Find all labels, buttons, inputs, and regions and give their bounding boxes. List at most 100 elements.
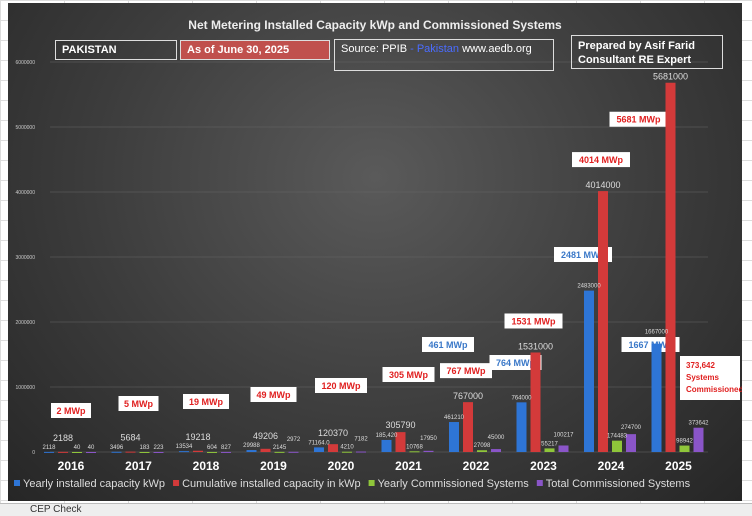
data-label: 305790 xyxy=(385,420,415,430)
annotation-yearly: 1667 MWp xyxy=(628,340,673,350)
bar-1 xyxy=(395,432,406,452)
data-label: 1667000 xyxy=(645,330,669,336)
bar-3 xyxy=(221,451,231,453)
bar-2 xyxy=(612,440,622,452)
legend-swatch xyxy=(173,480,180,486)
annotation-cumulative: 49 MWp xyxy=(256,390,291,400)
data-label: 5681000 xyxy=(653,72,688,82)
data-label: 373642 xyxy=(688,421,709,427)
x-tick-label: 2017 xyxy=(125,459,152,473)
annotation-box xyxy=(489,355,542,370)
annotation-cumulative: 4014 MWp xyxy=(579,155,624,165)
bar-2 xyxy=(342,451,352,453)
bar-2 xyxy=(207,451,217,453)
legend-label: Yearly installed capacity kWp xyxy=(23,478,165,490)
bar-1 xyxy=(665,82,676,453)
annotation-box xyxy=(250,387,297,402)
annotation-box xyxy=(422,337,474,352)
bar-3 xyxy=(626,434,636,452)
bar-1 xyxy=(58,451,68,453)
y-tick-label: 4000000 xyxy=(16,190,36,196)
chart-svg: Net Metering Installed Capacity kWp and … xyxy=(14,18,742,490)
bar-3 xyxy=(693,427,704,452)
bar-3 xyxy=(423,450,434,452)
data-label: 49206 xyxy=(253,431,278,441)
annotation-box xyxy=(572,152,630,168)
bar-1 xyxy=(260,448,271,452)
x-tick-label: 2018 xyxy=(193,459,220,473)
source-url: www.aedb.org xyxy=(459,43,532,55)
data-label: 185,420 xyxy=(376,433,398,439)
data-label: 183 xyxy=(139,445,150,451)
data-label: 3496 xyxy=(110,445,124,451)
legend-swatch xyxy=(536,480,543,486)
data-label: 1531000 xyxy=(518,341,553,351)
bar-2 xyxy=(274,451,285,453)
systems-annotation: Systems xyxy=(686,373,719,382)
data-label: 120370 xyxy=(318,428,348,438)
data-label: 55217 xyxy=(541,441,558,447)
annotation-yearly: 461 MWp xyxy=(428,340,468,350)
data-label: 71164.0 xyxy=(308,440,330,446)
annotation-box xyxy=(504,313,563,329)
bar-0 xyxy=(381,439,392,452)
sheet-tab[interactable]: CEP Check xyxy=(30,504,82,515)
data-label: 767000 xyxy=(453,391,483,401)
data-label: 27098 xyxy=(474,443,491,449)
data-label: 10768 xyxy=(406,444,423,450)
annotation-cumulative: 5 MWp xyxy=(124,399,153,409)
chart-area[interactable]: Net Metering Installed Capacity kWp and … xyxy=(8,3,742,501)
data-label: 2483000 xyxy=(577,284,601,290)
data-label: 45000 xyxy=(488,435,505,441)
bar-2 xyxy=(477,450,487,452)
data-label: 2188 xyxy=(53,433,73,443)
y-tick-label: 0 xyxy=(32,450,35,456)
systems-annotation-box xyxy=(680,356,740,400)
bar-1 xyxy=(125,451,136,453)
legend-label: Cumulative installed capacity in kWp xyxy=(182,478,361,490)
bar-3 xyxy=(491,449,501,452)
source-label: Source: PPIB xyxy=(341,43,411,55)
data-label: 19218 xyxy=(185,432,210,442)
annotation-box xyxy=(183,394,229,409)
systems-annotation: Commissioned xyxy=(686,385,742,394)
data-label: 7182 xyxy=(354,437,368,443)
bar-1 xyxy=(598,191,608,452)
bar-3 xyxy=(356,451,366,453)
data-label: 40 xyxy=(74,445,81,451)
bar-2 xyxy=(544,448,555,452)
legend-swatch xyxy=(14,480,20,486)
annotation-cumulative: 19 MWp xyxy=(189,397,224,407)
x-tick-label: 2016 xyxy=(58,459,85,473)
bar-1 xyxy=(463,402,473,452)
x-tick-label: 2024 xyxy=(598,459,625,473)
x-tick-label: 2019 xyxy=(260,459,287,473)
annotation-cumulative: 305 MWp xyxy=(389,370,429,380)
data-label: 2972 xyxy=(287,437,301,443)
data-label: 174483 xyxy=(607,434,628,440)
x-tick-label: 2020 xyxy=(328,459,355,473)
data-label: 13534 xyxy=(176,444,193,450)
data-label: 4210 xyxy=(340,445,354,451)
data-label: 98942 xyxy=(676,439,693,445)
bar-1 xyxy=(193,450,203,452)
bar-0 xyxy=(111,451,122,453)
annotation-box xyxy=(609,111,668,127)
bar-1 xyxy=(530,352,541,452)
bar-3 xyxy=(288,451,299,453)
annotation-box xyxy=(315,378,367,393)
bar-2 xyxy=(679,445,690,452)
chart-title: Net Metering Installed Capacity kWp and … xyxy=(188,18,562,32)
annotation-cumulative: 767 MWp xyxy=(446,366,486,376)
x-tick-label: 2022 xyxy=(463,459,490,473)
data-label: 5684 xyxy=(120,433,140,443)
annotation-cumulative: 1531 MWp xyxy=(511,316,556,326)
bar-0 xyxy=(179,451,189,453)
data-label: 29988 xyxy=(243,443,260,449)
annotation-box xyxy=(51,403,91,418)
bar-0 xyxy=(651,343,662,452)
source-link[interactable]: - Pakistan xyxy=(410,43,460,55)
bar-0 xyxy=(44,451,54,453)
bar-0 xyxy=(516,402,527,452)
as-of-box: As of June 30, 2025 xyxy=(180,40,330,60)
